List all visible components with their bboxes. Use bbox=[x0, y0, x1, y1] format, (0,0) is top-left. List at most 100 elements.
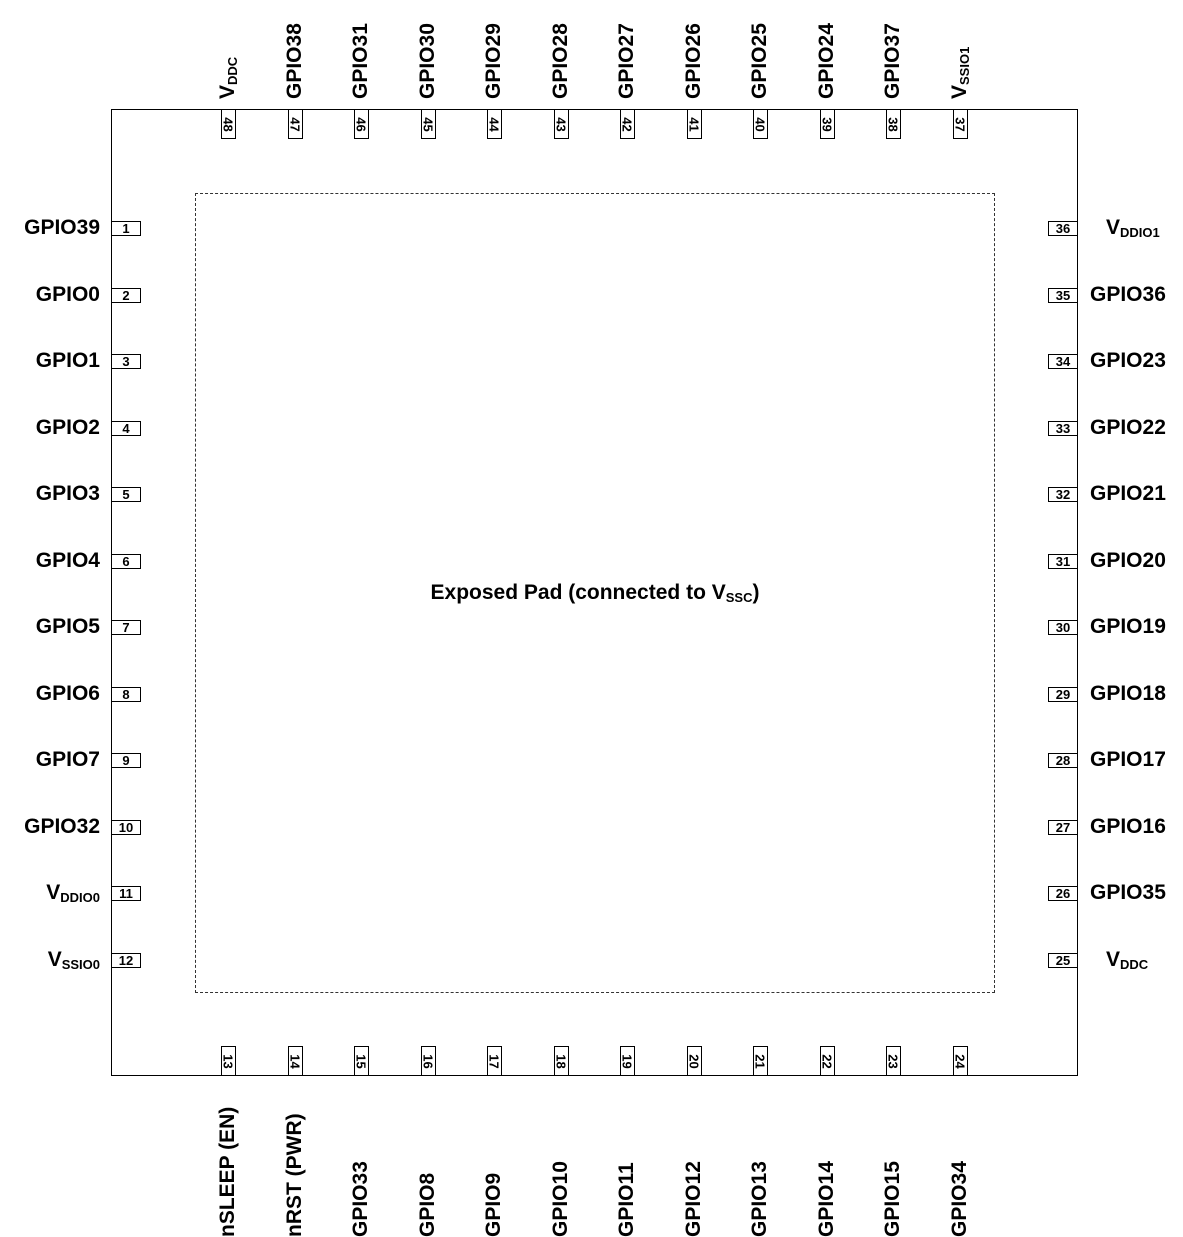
pin-number: 26 bbox=[1055, 886, 1071, 901]
pin-9-box: 9 bbox=[111, 753, 141, 768]
pin-41-box: 41 bbox=[686, 109, 702, 139]
pin-45-label: GPIO30 bbox=[416, 23, 440, 99]
pin-name-text: GPIO24 bbox=[814, 23, 838, 99]
pin-number: 8 bbox=[122, 686, 130, 702]
pin-25-label: VDDC bbox=[1106, 948, 1148, 972]
pin-number: 47 bbox=[287, 116, 303, 132]
pin-name-text: GPIO39 bbox=[24, 216, 100, 239]
pin-31-label: GPIO20 bbox=[1090, 549, 1166, 573]
pin-34-label: GPIO23 bbox=[1090, 349, 1166, 373]
pin-21-box: 21 bbox=[753, 1046, 768, 1076]
pin-48-box: 48 bbox=[221, 109, 236, 139]
pin-11-box: 11 bbox=[111, 886, 141, 901]
pin-22-box: 22 bbox=[819, 1046, 835, 1076]
pin-19-label: GPIO11 bbox=[615, 1087, 639, 1237]
pin-name-text: V bbox=[1106, 947, 1121, 971]
pin-16-box: 16 bbox=[420, 1046, 436, 1076]
pin-30-label: GPIO19 bbox=[1090, 615, 1166, 639]
pin-name-text: GPIO25 bbox=[748, 23, 771, 99]
pin-11-label: VDDIO0 bbox=[0, 881, 100, 905]
pin-12-box: 12 bbox=[111, 952, 141, 968]
pin-number: 28 bbox=[1055, 753, 1071, 768]
pin-2-box: 2 bbox=[111, 287, 141, 303]
pin-43-label: GPIO28 bbox=[549, 23, 573, 99]
pin-14-box: 14 bbox=[287, 1046, 303, 1076]
pin-35-label: GPIO36 bbox=[1090, 283, 1166, 307]
pin-number: 41 bbox=[686, 116, 702, 132]
pin-number: 44 bbox=[487, 116, 502, 132]
pin-name-text: GPIO20 bbox=[1090, 548, 1166, 572]
pin-name-text: GPIO32 bbox=[24, 814, 100, 838]
pin-25-box: 25 bbox=[1048, 952, 1078, 968]
pin-number: 20 bbox=[686, 1053, 702, 1069]
pin-name-text: nRST (PWR) bbox=[282, 1113, 306, 1237]
pin-name-text: GPIO3 bbox=[35, 482, 100, 505]
pin-number: 21 bbox=[753, 1053, 768, 1069]
pin-14-label: nRST (PWR) bbox=[283, 1087, 307, 1237]
pin-number: 24 bbox=[952, 1053, 968, 1069]
pin-name-text: GPIO17 bbox=[1090, 748, 1166, 771]
pin-36-box: 36 bbox=[1048, 221, 1078, 236]
pin-name-text: GPIO10 bbox=[548, 1161, 572, 1237]
pin-name-text: GPIO9 bbox=[482, 1172, 505, 1237]
pin-7-box: 7 bbox=[111, 620, 141, 635]
pin-10-label: GPIO32 bbox=[0, 815, 100, 839]
pin-number: 34 bbox=[1055, 354, 1071, 369]
pin-number: 46 bbox=[354, 116, 369, 132]
pin-36-label: VDDIO1 bbox=[1106, 216, 1160, 240]
pin-20-label: GPIO12 bbox=[682, 1087, 706, 1237]
pin-number: 40 bbox=[753, 116, 768, 132]
pin-42-label: GPIO27 bbox=[615, 23, 639, 99]
pin-34-box: 34 bbox=[1048, 354, 1078, 369]
pin-28-box: 28 bbox=[1048, 753, 1078, 768]
pin-33-box: 33 bbox=[1048, 420, 1078, 436]
pin-number: 33 bbox=[1055, 420, 1071, 436]
pin-name-text: GPIO11 bbox=[615, 1162, 638, 1237]
pin-number: 37 bbox=[952, 116, 968, 132]
pin-number: 14 bbox=[287, 1053, 303, 1069]
pin-44-label: GPIO29 bbox=[482, 23, 506, 99]
pin-12-label: VSSIO0 bbox=[0, 948, 100, 972]
pin-1-box: 1 bbox=[111, 221, 141, 236]
pin-number: 7 bbox=[122, 620, 130, 635]
pin-number: 1 bbox=[122, 221, 130, 236]
pin-name-subscript: DDIO0 bbox=[60, 890, 100, 905]
pin-name-text: V bbox=[947, 84, 971, 99]
pin-3-label: GPIO1 bbox=[0, 349, 100, 373]
pin-26-box: 26 bbox=[1048, 886, 1078, 901]
pin-45-box: 45 bbox=[420, 109, 436, 139]
pin-name-text: nSLEEP (EN) bbox=[216, 1106, 239, 1237]
pin-number: 32 bbox=[1055, 487, 1071, 502]
pin-number: 9 bbox=[122, 753, 130, 768]
pin-number: 3 bbox=[122, 354, 130, 369]
pin-42-box: 42 bbox=[620, 109, 635, 139]
pin-number: 12 bbox=[118, 952, 134, 968]
pin-37-label: VSSIO1 bbox=[948, 47, 972, 99]
pin-name-text: GPIO37 bbox=[881, 23, 904, 99]
pin-27-box: 27 bbox=[1048, 819, 1078, 835]
pin-29-label: GPIO18 bbox=[1090, 682, 1166, 706]
pin-name-text: GPIO19 bbox=[1090, 615, 1166, 638]
pin-21-label: GPIO13 bbox=[748, 1087, 772, 1237]
pin-number: 15 bbox=[354, 1053, 369, 1069]
pin-name-text: GPIO35 bbox=[1090, 881, 1166, 904]
pin-28-label: GPIO17 bbox=[1090, 748, 1166, 772]
pin-8-box: 8 bbox=[111, 686, 141, 702]
pin-8-label: GPIO6 bbox=[0, 682, 100, 706]
pin-30-box: 30 bbox=[1048, 620, 1078, 635]
pin-38-label: GPIO37 bbox=[881, 23, 905, 99]
pin-13-label: nSLEEP (EN) bbox=[216, 1087, 240, 1237]
pin-number: 19 bbox=[620, 1053, 635, 1069]
pin-name-subscript: SSIO0 bbox=[61, 956, 100, 972]
pin-44-box: 44 bbox=[487, 109, 502, 139]
pin-47-label: GPIO38 bbox=[283, 23, 307, 99]
pin-5-label: GPIO3 bbox=[0, 482, 100, 506]
pin-40-label: GPIO25 bbox=[748, 23, 772, 99]
pin-name-text: GPIO5 bbox=[35, 615, 100, 638]
pin-number: 39 bbox=[819, 116, 835, 132]
pin-number: 2 bbox=[122, 287, 130, 303]
pin-number: 27 bbox=[1055, 819, 1071, 835]
pin-24-box: 24 bbox=[952, 1046, 968, 1076]
pin-name-text: GPIO0 bbox=[35, 282, 100, 306]
pin-16-label: GPIO8 bbox=[416, 1087, 440, 1237]
